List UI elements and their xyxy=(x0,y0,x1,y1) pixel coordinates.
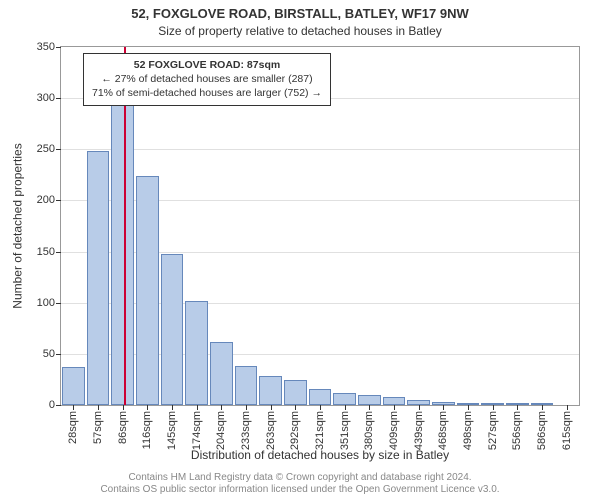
callout-line2: 71% of semi-detached houses are larger (… xyxy=(92,86,322,100)
xtick-label: 28sqm xyxy=(67,411,79,444)
x-axis-label: Distribution of detached houses by size … xyxy=(60,448,580,462)
xtick-label: 468sqm xyxy=(437,411,449,450)
xtick-label: 145sqm xyxy=(166,411,178,450)
ytick-label: 250 xyxy=(37,143,55,155)
ytick-label: 100 xyxy=(37,297,55,309)
xtick-label: 380sqm xyxy=(363,411,375,450)
bar xyxy=(333,393,356,405)
footer: Contains HM Land Registry data © Crown c… xyxy=(0,472,600,496)
xtick-label: 321sqm xyxy=(314,411,326,450)
bar xyxy=(309,389,332,405)
xtick-label: 351sqm xyxy=(339,411,351,450)
chart-container: 52, FOXGLOVE ROAD, BIRSTALL, BATLEY, WF1… xyxy=(0,0,600,500)
xtick-label: 204sqm xyxy=(215,411,227,450)
xtick-label: 116sqm xyxy=(141,411,153,449)
callout-line1: ← 27% of detached houses are smaller (28… xyxy=(92,72,322,86)
bar xyxy=(358,395,381,405)
xtick-label: 57sqm xyxy=(92,411,104,444)
bar xyxy=(136,176,159,405)
footer-line1: Contains HM Land Registry data © Crown c… xyxy=(0,472,600,484)
xtick-label: 292sqm xyxy=(289,411,301,450)
callout-box: 52 FOXGLOVE ROAD: 87sqm ← 27% of detache… xyxy=(83,53,331,106)
xtick-label: 233sqm xyxy=(240,411,252,450)
xtick-label: 527sqm xyxy=(487,411,499,450)
chart-title: 52, FOXGLOVE ROAD, BIRSTALL, BATLEY, WF1… xyxy=(0,6,600,21)
bar xyxy=(62,367,85,405)
plot-area: 52 FOXGLOVE ROAD: 87sqm ← 27% of detache… xyxy=(60,46,580,406)
ytick-label: 150 xyxy=(37,246,55,258)
bar xyxy=(284,380,307,405)
xtick-label: 586sqm xyxy=(536,411,548,450)
ytick-label: 200 xyxy=(37,194,55,206)
ytick-label: 0 xyxy=(49,399,55,411)
bar xyxy=(161,254,184,405)
ytick-label: 300 xyxy=(37,92,55,104)
bar xyxy=(383,397,406,405)
bar xyxy=(210,342,233,405)
xtick-label: 263sqm xyxy=(265,411,277,450)
xtick-label: 174sqm xyxy=(191,411,203,450)
callout-title: 52 FOXGLOVE ROAD: 87sqm xyxy=(92,58,322,72)
ytick-label: 50 xyxy=(43,348,55,360)
chart-subtitle: Size of property relative to detached ho… xyxy=(0,24,600,38)
xtick-label: 86sqm xyxy=(117,411,129,444)
ytick-label: 350 xyxy=(37,41,55,53)
bar xyxy=(87,151,110,405)
xtick-label: 409sqm xyxy=(388,411,400,450)
y-axis-label: Number of detached properties xyxy=(10,46,26,406)
bar xyxy=(235,366,258,405)
bar xyxy=(185,301,208,405)
xtick-label: 498sqm xyxy=(462,411,474,450)
footer-line2: Contains OS public sector information li… xyxy=(0,484,600,496)
xtick-label: 439sqm xyxy=(413,411,425,450)
xtick-label: 615sqm xyxy=(561,411,573,450)
xtick-label: 556sqm xyxy=(511,411,523,450)
bar xyxy=(259,376,282,405)
